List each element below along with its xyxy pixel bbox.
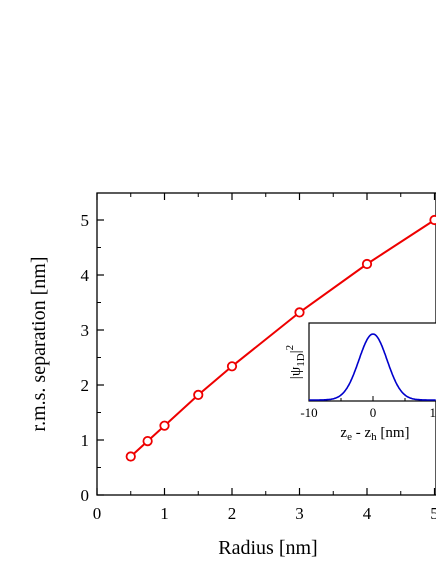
data-point	[125, 451, 136, 462]
inset-y-label-psi: |ψ	[288, 366, 304, 379]
data-point	[142, 435, 153, 447]
inset-frame	[308, 322, 436, 402]
inset-y-label: |ψ1D|2	[284, 345, 307, 379]
x-axis-ticks: 0 1 2 3 4 5	[93, 193, 436, 523]
x-tick-label: 4	[363, 504, 372, 523]
inset-y-label-sup: 2	[284, 345, 296, 351]
plot-frame	[96, 192, 436, 496]
series-markers	[125, 214, 436, 462]
y-tick-label: 4	[81, 266, 90, 285]
inset-x-label-z: z	[340, 425, 347, 441]
inset-wavefunction-curve	[309, 333, 436, 401]
inset-y-label-sub: 1D	[295, 353, 307, 367]
x-axis-label: Radius [nm]	[218, 537, 317, 559]
y-tick-label: 0	[81, 486, 90, 505]
x-tick-label: 2	[228, 504, 237, 523]
inset-x-label-unit: [nm]	[377, 425, 410, 441]
x-tick-label: 0	[93, 504, 102, 523]
y-axis-ticks: 0 1 2 3 4 5	[81, 211, 104, 505]
data-point	[361, 258, 373, 270]
inset-x-label: ze - zh [nm]	[340, 425, 409, 443]
inset-chart: -10 0 1 ze - zh [nm] |ψ1D|2	[284, 322, 436, 443]
inset-x-tick-label: 1	[430, 405, 436, 420]
y-tick-label: 3	[81, 321, 90, 340]
y-tick-label: 1	[81, 431, 90, 450]
data-point	[294, 307, 305, 318]
y-tick-label: 2	[81, 376, 90, 395]
x-tick-label: 1	[160, 504, 169, 523]
y-tick-label: 5	[81, 211, 90, 230]
data-point	[193, 389, 204, 400]
x-tick-label: 5	[430, 504, 436, 523]
inset-x-label-sub-h: h	[371, 431, 377, 443]
data-point	[226, 361, 238, 372]
x-tick-label: 3	[295, 504, 304, 523]
inset-y-label-close: |	[288, 350, 304, 353]
inset-x-label-sub-e: e	[347, 431, 352, 443]
inset-x-tick-label: 0	[370, 405, 377, 420]
data-point	[429, 214, 436, 226]
data-point	[159, 420, 170, 431]
inset-background	[309, 323, 436, 401]
y-axis-label: r.m.s. separation [nm]	[28, 257, 50, 432]
inset-x-tick-label: -10	[300, 405, 317, 420]
inset-x-label-mid: - z	[352, 425, 371, 441]
